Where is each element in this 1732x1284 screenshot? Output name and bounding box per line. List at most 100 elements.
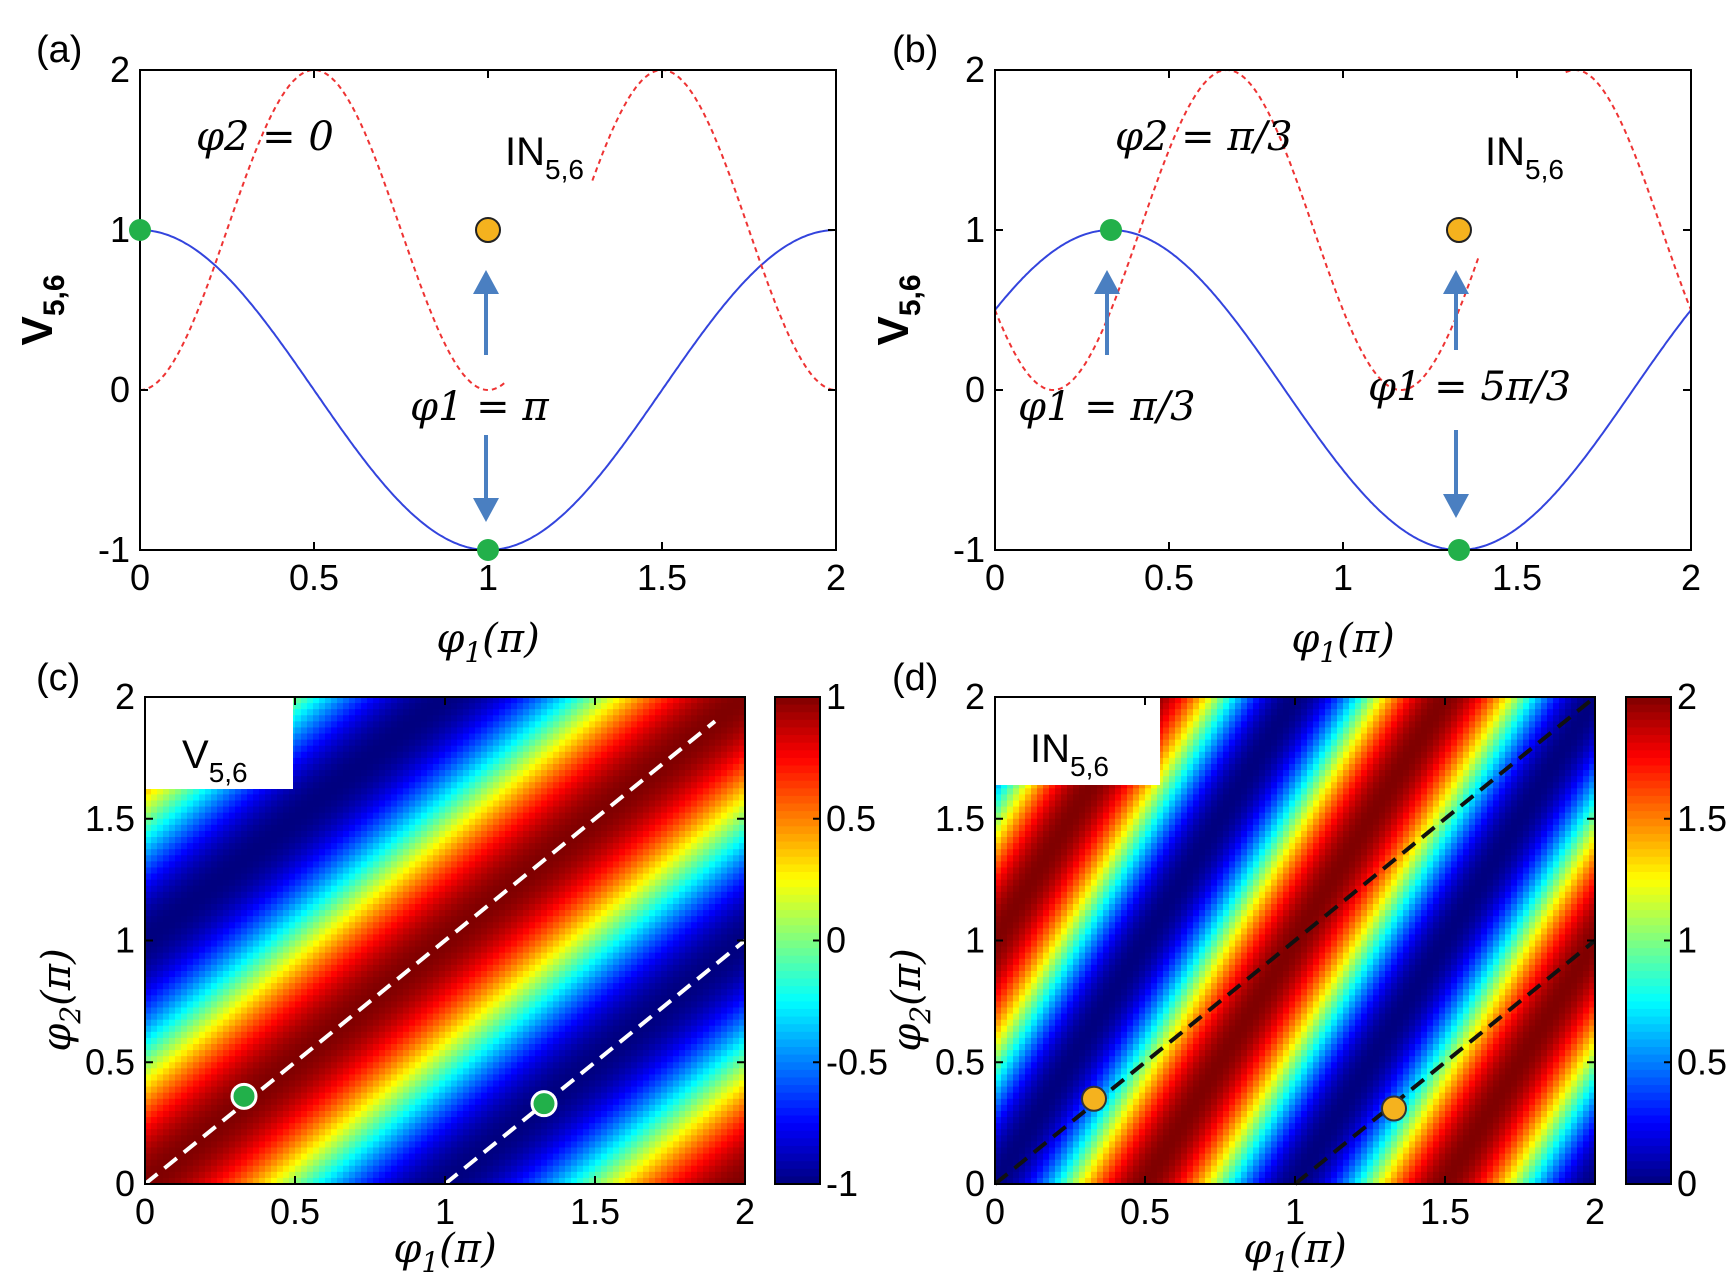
c-heat-cell xyxy=(439,715,446,722)
c-heat-cell xyxy=(145,830,152,838)
c-heat-cell xyxy=(367,757,374,765)
c-heat-cell xyxy=(175,910,182,917)
c-heat-cell xyxy=(679,751,686,759)
c-heat-cell xyxy=(637,946,644,954)
c-heat-cell xyxy=(505,928,512,936)
c-heat-cell xyxy=(385,891,392,899)
c-heat-cell xyxy=(301,721,308,729)
c-heat-cell xyxy=(733,934,740,942)
c-heat-cell xyxy=(685,903,692,911)
c-heat-cell xyxy=(265,964,272,972)
c-heat-cell xyxy=(157,970,164,978)
c-heat-cell xyxy=(361,715,368,722)
c-heat-cell xyxy=(577,958,584,966)
c-heat-cell xyxy=(685,952,692,960)
c-heat-cell xyxy=(661,934,668,942)
c-heat-cell xyxy=(391,879,398,887)
c-heat-cell xyxy=(457,757,464,765)
c-heat-cell xyxy=(223,940,230,948)
c-heat-cell xyxy=(445,843,452,850)
c-heat-cell xyxy=(253,812,260,820)
c-heat-cell xyxy=(247,837,254,844)
c-heat-cell xyxy=(565,849,572,856)
c-heat-cell xyxy=(619,739,626,747)
c-heat-cell xyxy=(697,934,704,942)
c-heat-cell xyxy=(469,770,476,777)
c-heat-cell xyxy=(145,891,152,899)
c-heat-cell xyxy=(397,977,404,984)
c-heat-cell xyxy=(487,891,494,899)
c-heat-cell xyxy=(271,843,278,850)
c-heat-cell xyxy=(625,952,632,960)
c-heat-cell xyxy=(439,806,446,814)
c-heat-cell xyxy=(607,867,614,875)
c-heat-cell xyxy=(739,806,745,814)
c-heat-cell xyxy=(487,849,494,856)
c-heat-cell xyxy=(409,837,416,844)
c-heat-cell xyxy=(445,916,452,923)
c-heat-cell xyxy=(235,928,242,936)
c-heat-cell xyxy=(265,818,272,826)
c-heat-cell xyxy=(661,727,668,735)
c-heat-cell xyxy=(253,958,260,966)
c-heat-cell xyxy=(577,733,584,741)
c-heat-cell xyxy=(325,824,332,832)
c-heat-cell xyxy=(283,891,290,899)
c-heat-cell xyxy=(727,989,734,996)
c-heat-cell xyxy=(157,897,164,905)
c-heat-cell xyxy=(721,934,728,942)
c-heat-cell xyxy=(565,733,572,741)
c-heat-cell xyxy=(559,867,566,875)
c-heat-cell xyxy=(589,928,596,936)
c-heat-cell xyxy=(337,970,344,978)
c-heat-cell xyxy=(493,958,500,966)
c-heat-cell xyxy=(145,989,152,996)
c-heat-cell xyxy=(709,739,716,747)
c-heat-cell xyxy=(403,812,410,820)
c-heat-cell xyxy=(559,830,566,838)
c-heat-cell xyxy=(313,709,320,716)
c-heat-cell xyxy=(379,855,386,862)
a-points xyxy=(129,217,501,561)
c-heat-cell xyxy=(553,903,560,911)
c-heat-cell xyxy=(355,910,362,917)
c-heat-cell xyxy=(355,940,362,948)
c-heat-cell xyxy=(667,879,674,887)
c-heat-cell xyxy=(499,928,506,936)
c-heat-cell xyxy=(715,873,722,881)
c-heat-cell xyxy=(739,715,745,722)
c-heat-cell xyxy=(451,897,458,905)
c-heat-cell xyxy=(619,964,626,972)
c-heat-cell xyxy=(679,922,686,929)
c-heat-cell xyxy=(145,977,152,984)
c-heat-cell xyxy=(577,879,584,887)
c-heat-cell xyxy=(319,867,326,875)
c-heat-cell xyxy=(325,782,332,789)
c-heat-cell xyxy=(541,885,548,893)
c-heat-cell xyxy=(499,812,506,820)
c-heat-cell xyxy=(397,776,404,783)
c-heat-cell xyxy=(667,733,674,741)
b-xtick-label: 0 xyxy=(985,557,1005,598)
c-heat-cell xyxy=(313,910,320,917)
c-heat-cell xyxy=(229,843,236,850)
c-heat-cell xyxy=(487,818,494,826)
c-heat-cell xyxy=(535,952,542,960)
c-heat-cell xyxy=(307,794,314,802)
c-heat-cell xyxy=(619,940,626,948)
c-heat-cell xyxy=(301,843,308,850)
c-heat-cell xyxy=(679,879,686,887)
c-heat-cell xyxy=(265,824,272,832)
c-heat-cell xyxy=(601,970,608,978)
c-heat-cell xyxy=(571,818,578,826)
c-heat-cell xyxy=(577,983,584,990)
c-heat-cell xyxy=(313,763,320,771)
c-heat-cell xyxy=(511,843,518,850)
c-heat-cell xyxy=(559,739,566,747)
c-heat-cell xyxy=(229,916,236,923)
c-heat-cell xyxy=(577,745,584,753)
c-heat-cell xyxy=(475,751,482,759)
c-heat-cell xyxy=(439,763,446,771)
c-heat-cell xyxy=(649,879,656,887)
